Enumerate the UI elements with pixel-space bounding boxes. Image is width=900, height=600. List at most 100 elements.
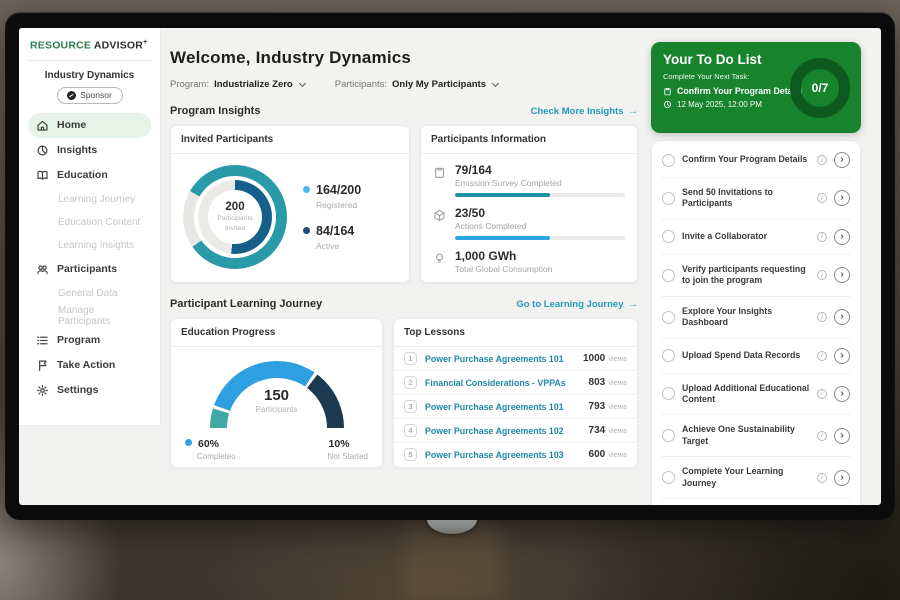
stat-global-consumption: 1,000 GWh Total Global Consumption [433,249,625,274]
todo-task-list: Confirm Your Program Details i Send 50 I… [651,140,861,505]
info-icon[interactable]: i [817,350,827,361]
info-icon[interactable]: i [817,388,827,399]
info-icon[interactable]: i [817,270,827,281]
app-logo: RESOURCE ADVISOR+ [28,36,151,61]
sidebar-item-home[interactable]: Home [28,112,151,138]
sidebar-item-label: Program [57,334,101,346]
task-row-explore-insights[interactable]: Explore Your Insights Dashboard i [662,295,850,338]
chevron-right-button[interactable] [834,267,850,284]
chevron-right-button[interactable] [834,190,850,207]
info-icon[interactable]: i [817,231,827,242]
chevron-right-button[interactable] [834,427,850,444]
todo-progress-ring: 0/7 [790,57,850,118]
participants-filter-dropdown[interactable]: Participants: Only My Participants [335,79,500,90]
task-row-upload-educational-content[interactable]: Upload Additional Educational Content i [662,372,850,415]
task-row-confirm-program[interactable]: Confirm Your Program Details i [662,143,850,177]
lesson-views-suffix: views [608,378,627,387]
go-to-learning-journey-link[interactable]: Go to Learning Journey [516,299,638,310]
task-checkbox[interactable] [662,310,675,324]
clock-icon [663,100,672,109]
sidebar-item-label: Manage Participants [58,305,111,327]
legend-dot [303,227,310,234]
task-row-invite-collaborator[interactable]: Invite a Collaborator i [662,218,850,254]
survey-clipboard-icon [433,166,446,179]
lesson-title-link[interactable]: Power Purchase Agreements 103 [425,449,564,460]
check-more-insights-link[interactable]: Check More Insights [531,106,638,117]
donut-center-value: 200 [225,201,245,214]
task-row-verify-participants[interactable]: Verify participants requesting to join t… [662,253,850,296]
insights-icon [36,144,49,157]
sidebar: RESOURCE ADVISOR+ Industry Dynamics Spon… [19,28,161,426]
lesson-title-link[interactable]: Power Purchase Agreements 101 [425,353,564,364]
lesson-views: 793 [588,401,606,412]
legend-dot [185,439,192,446]
chevron-right-button[interactable] [834,469,850,486]
info-icon[interactable]: i [817,312,827,323]
lesson-title-link[interactable]: Financial Considerations - VPPAs [425,377,566,388]
sidebar-item-take-action[interactable]: Take Action [28,353,151,378]
task-checkbox[interactable] [662,153,675,167]
lesson-title-link[interactable]: Power Purchase Agreements 101 [425,401,564,412]
lesson-rank: 2 [404,376,417,389]
sidebar-item-settings[interactable]: Settings [28,378,151,403]
task-row-achieve-target[interactable]: Achieve One Sustainability Target i [662,414,850,456]
chevron-right-button[interactable] [834,228,850,245]
sidebar-item-program[interactable]: Program [28,328,151,353]
sidebar-item-label: Education Content [58,216,141,228]
task-checkbox[interactable] [662,429,675,443]
chevron-right-button[interactable] [834,152,850,168]
sidebar-item-label: Home [57,119,87,131]
gauge-center-value: 150 [263,387,290,404]
todo-due-date: 12 May 2025, 12:00 PM [677,100,762,109]
sidebar-item-manage-participants[interactable]: Manage Participants [28,305,151,328]
sidebar-item-label: Learning Journey [58,193,136,205]
todo-counter: 0/7 [811,80,829,95]
legend-dot [303,186,310,193]
info-icon[interactable]: i [817,430,827,441]
task-row-send-invitations[interactable]: Send 50 Invitations to Participants i [662,177,850,219]
chevron-right-button[interactable] [834,309,850,326]
task-checkbox[interactable] [662,349,675,363]
lesson-title-link[interactable]: Power Purchase Agreements 102 [425,425,564,436]
program-filter-value: Industrialize Zero [214,79,293,90]
participants-filter-value: Only My Participants [392,79,486,90]
sidebar-item-participants[interactable]: Participants [28,257,151,282]
info-icon[interactable]: i [817,193,827,204]
gauge-center-label: Participants [255,405,298,414]
task-row-upload-spend-data[interactable]: Upload Spend Data Records i [662,337,850,373]
task-label: Upload Spend Data Records [682,349,801,360]
sidebar-item-education[interactable]: Education [28,163,151,188]
info-icon[interactable]: i [817,472,827,483]
education-progress-card: Education Progress 150 Participants 60% … [170,318,383,468]
program-filter-dropdown[interactable]: Program: Industrialize Zero [170,79,306,90]
stat-actions-completed: 23/50 Actions Completed [433,206,625,240]
legend-label: Active [316,241,340,251]
filters-row: Program: Industrialize Zero Participants… [170,79,638,90]
sidebar-item-insights[interactable]: Insights [28,138,151,163]
lesson-row: 4 Power Purchase Agreements 102 734 view… [394,418,637,442]
task-row-complete-learning-journey[interactable]: Complete Your Learning Journey i [662,456,850,498]
learning-journey-section-header: Participant Learning Journey Go to Learn… [170,298,638,310]
lesson-views: 803 [588,377,606,388]
task-checkbox[interactable] [662,191,675,205]
task-checkbox[interactable] [662,230,675,244]
lesson-rank: 3 [404,400,417,413]
sidebar-item-general-data[interactable]: General Data [28,282,151,305]
education-book-icon [36,169,49,182]
sidebar-item-learning-insights[interactable]: Learning Insights [28,234,151,257]
lesson-row: 2 Financial Considerations - VPPAs 803 v… [394,370,637,394]
actions-cube-icon [433,209,446,222]
donut-ring-registered: 200 Participants Invited [183,165,287,269]
task-checkbox[interactable] [662,471,675,485]
card-title: Top Lessons [394,319,637,347]
sidebar-item-education-content[interactable]: Education Content [28,211,151,234]
task-checkbox[interactable] [662,387,675,401]
chevron-right-button[interactable] [834,385,850,402]
sidebar-item-learning-journey[interactable]: Learning Journey [28,188,151,211]
lesson-row: 5 Power Purchase Agreements 103 600 view… [394,442,637,466]
task-checkbox[interactable] [662,268,675,282]
progress-bar-fill [455,193,551,197]
info-icon[interactable]: i [817,155,827,165]
chevron-right-button[interactable] [834,347,850,364]
